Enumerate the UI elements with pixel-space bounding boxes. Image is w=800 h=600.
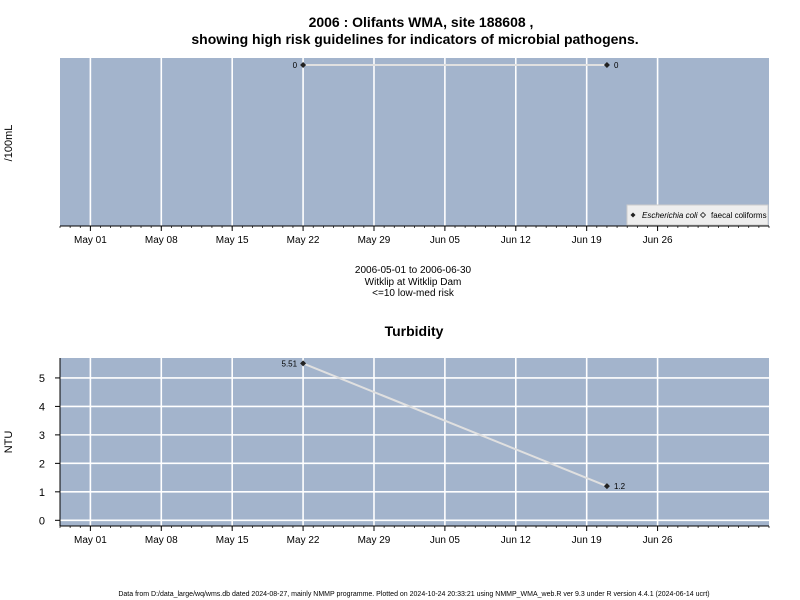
- turbidity-y-tick-label: 4: [39, 401, 45, 413]
- ecoli-x-tick-label: May 29: [358, 235, 391, 246]
- turbidity-point: [300, 360, 307, 367]
- ecoli-x-tick-label: Jun 19: [572, 235, 602, 246]
- turbidity-y-tick-label: 2: [39, 458, 45, 470]
- ecoli-chart: May 01 May 08 May 15 May 22 May 29 Jun 05 Jun …: [3, 58, 770, 299]
- turbidity-y-tick-label: 5: [39, 373, 45, 385]
- turbidity-y-tick-label: 1: [39, 487, 45, 499]
- subtitle-risk: <=10 low-med risk: [372, 288, 455, 299]
- turbidity-x-tick-label: Jun 05: [430, 535, 460, 546]
- turbidity-x-tick-label: May 08: [145, 535, 178, 546]
- ecoli-x-tick-label: May 22: [287, 235, 320, 246]
- figure-title-line1: 2006 : Olifants WMA, site 188608 ,: [309, 14, 534, 30]
- ecoli-point: [603, 62, 610, 68]
- turbidity-y-axis-label: NTU: [3, 431, 15, 454]
- ecoli-x-tick-label: Jun 12: [501, 235, 531, 246]
- ecoli-x-ticks: May 01 May 08 May 15 May 22 May 29 Jun 05 Jun …: [59, 226, 770, 246]
- legend-faecal-label: faecal coliforms: [711, 211, 767, 220]
- ecoli-x-tick-label: May 01: [74, 235, 107, 246]
- turbidity-x-tick-label: May 15: [216, 535, 249, 546]
- ecoli-x-tick-label: May 08: [145, 235, 178, 246]
- turbidity-point-label: 1.2: [614, 482, 626, 491]
- turbidity-x-tick-label: Jun 26: [643, 535, 673, 546]
- turbidity-x-tick-label: May 22: [287, 535, 320, 546]
- turbidity-grid: [60, 358, 769, 526]
- turbidity-y-tick-label: 0: [39, 515, 45, 527]
- turbidity-marks: 5.51 1.2: [282, 359, 626, 491]
- turbidity-y-tick-label: 3: [39, 430, 45, 442]
- turbidity-title: Turbidity: [385, 323, 444, 339]
- turbidity-x-ticks: May 01 May 08 May 15 May 22 May 29 Jun 05 Jun …: [59, 526, 770, 546]
- subtitle-site: Witklip at Witklip Dam: [365, 277, 462, 288]
- turbidity-point: [603, 483, 610, 490]
- turbidity-x-tick-label: May 01: [74, 535, 107, 546]
- turbidity-x-tick-label: Jun 12: [501, 535, 531, 546]
- ecoli-grid: [89, 58, 659, 226]
- turbidity-panel: [60, 358, 769, 526]
- ecoli-point: [300, 62, 307, 68]
- turbidity-x-tick-label: Jun 19: [572, 535, 602, 546]
- turbidity-x-tick-label: May 29: [358, 535, 391, 546]
- turbidity-chart: Turbidity May 01 May 08 May 15 May 22 May 29…: [3, 323, 770, 546]
- turbidity-y-ticks: 0 1 2 3 4 5: [39, 373, 60, 527]
- ecoli-x-tick-label: May 15: [216, 235, 249, 246]
- ecoli-x-tick-label: Jun 26: [643, 235, 673, 246]
- ecoli-point-label: 0: [293, 61, 298, 70]
- ecoli-panel: [60, 58, 769, 226]
- ecoli-x-tick-label: Jun 05: [430, 235, 460, 246]
- legend-ecoli-diamond-icon: [630, 212, 636, 218]
- legend-faecal-diamond-icon: [699, 211, 707, 219]
- legend-box: [626, 204, 769, 226]
- turbidity-point-label: 5.51: [282, 359, 298, 368]
- turbidity-series-line: [302, 362, 608, 488]
- footer-note: Data from D:/data_large/wq/wms.db dated …: [118, 591, 709, 598]
- legend-ecoli-label: Escherichia coli: [642, 211, 698, 220]
- ecoli-legend: Escherichia coli faecal coliforms: [626, 204, 769, 226]
- ecoli-y-axis-label: /100mL: [3, 125, 15, 162]
- figure-title-line2: showing high risk guidelines for indicat…: [191, 31, 638, 47]
- subtitle-date-range: 2006-05-01 to 2006-06-30: [355, 265, 472, 276]
- ecoli-point-label: 0: [614, 61, 619, 70]
